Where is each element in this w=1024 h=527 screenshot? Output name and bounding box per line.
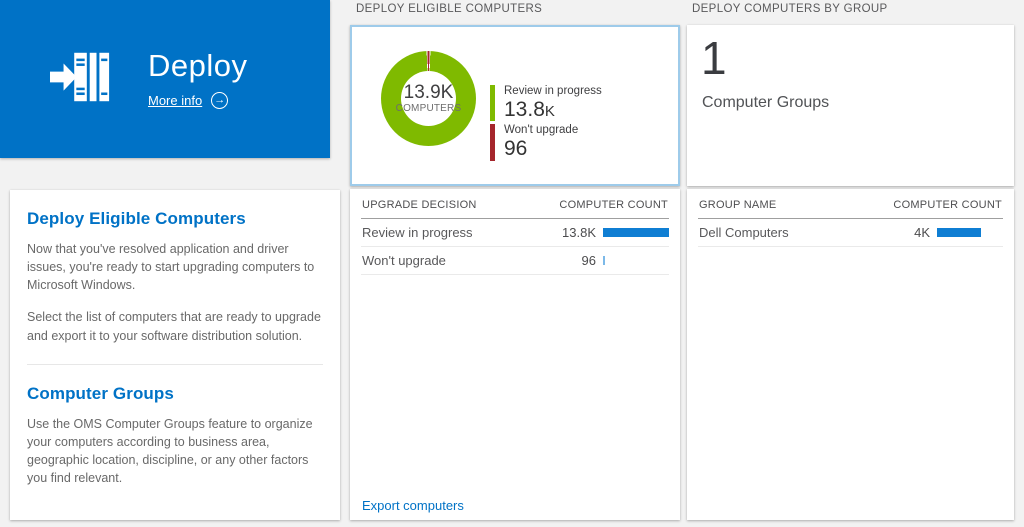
deploy-eligible-computers-section: Deploy Eligible Computers Now that you'v… (27, 209, 323, 365)
column-header-computer-count: COMPUTER COUNT (559, 199, 668, 211)
legend-label: Won't upgrade (504, 124, 579, 137)
column-header-group-name: GROUP NAME (699, 199, 777, 211)
legend-value: 96 (504, 137, 528, 161)
legend-item-wont-upgrade: Won't upgrade 96 (490, 124, 602, 161)
row-bar-cell (930, 228, 1003, 237)
row-bar-cell (596, 228, 669, 237)
table-header-row: UPGRADE DECISION COMPUTER COUNT (361, 189, 669, 219)
left-info-panel: Deploy Eligible Computers Now that you'v… (10, 190, 340, 520)
section-heading-computer-groups: Computer Groups (27, 383, 174, 403)
computer-groups-section: Computer Groups Use the OMS Computer Gro… (27, 384, 323, 507)
row-bar-cell (596, 256, 669, 265)
section-paragraph: Select the list of computers that are re… (27, 310, 321, 343)
computer-groups-count: 1 (701, 32, 727, 84)
column-header-upgrade-decision: UPGRADE DECISION (362, 199, 477, 211)
row-label: Won't upgrade (362, 253, 446, 268)
donut-center: 13.9K COMPUTERS (396, 71, 461, 126)
eligible-computers-card[interactable]: 13.9K COMPUTERS Review in progress 13.8K… (350, 25, 680, 186)
row-label: Review in progress (362, 225, 473, 240)
row-value: 4K (914, 225, 930, 240)
count-bar (603, 256, 605, 265)
upgrade-decision-table-panel: UPGRADE DECISION COMPUTER COUNT Review i… (350, 189, 680, 520)
legend-item-review-in-progress: Review in progress 13.8K (490, 85, 602, 122)
group-table: GROUP NAME COMPUTER COUNT Dell Computers… (698, 189, 1003, 247)
deploy-tile-title: Deploy (148, 47, 248, 83)
column-header-computer-count: COMPUTER COUNT (893, 199, 1002, 211)
count-bar (603, 228, 669, 237)
row-label: Dell Computers (699, 225, 789, 240)
section-heading-deploy-eligible: Deploy Eligible Computers (27, 209, 246, 228)
computer-groups-card[interactable]: 1 Computer Groups (687, 25, 1014, 186)
computers-by-group-header: DEPLOY COMPUTERS BY GROUP (692, 3, 888, 15)
more-info-label: More info (148, 93, 203, 109)
row-value: 96 (581, 253, 596, 268)
export-computers-link[interactable]: Export computers (362, 498, 464, 513)
table-row[interactable]: Won't upgrade 96 (361, 247, 669, 275)
count-bar (937, 228, 981, 237)
section-paragraph: Now that you've resolved application and… (27, 242, 315, 293)
arrow-right-circle-icon[interactable]: → (211, 92, 229, 110)
group-table-panel: GROUP NAME COMPUTER COUNT Dell Computers… (687, 189, 1014, 520)
deploy-icon (50, 51, 112, 108)
table-row[interactable]: Review in progress 13.8K (361, 219, 669, 247)
table-header-row: GROUP NAME COMPUTER COUNT (698, 189, 1003, 219)
donut-center-value: 13.9K (403, 81, 454, 103)
computer-groups-label: Computer Groups (702, 94, 830, 111)
donut-legend: Review in progress 13.8K Won't upgrade 9… (490, 85, 602, 164)
table-row[interactable]: Dell Computers 4K (698, 219, 1003, 247)
eligible-computers-header: DEPLOY ELIGIBLE COMPUTERS (356, 3, 543, 15)
legend-value: 13.8K (504, 97, 555, 121)
eligible-computers-donut-chart: 13.9K COMPUTERS (381, 51, 476, 146)
deploy-tile[interactable]: Deploy More info → (0, 0, 330, 158)
more-info-link[interactable]: More info → (148, 92, 229, 110)
row-value: 13.8K (562, 225, 596, 240)
donut-center-label: COMPUTERS (395, 103, 462, 115)
section-paragraph: Use the OMS Computer Groups feature to o… (27, 416, 313, 485)
upgrade-decision-table: UPGRADE DECISION COMPUTER COUNT Review i… (361, 189, 669, 275)
legend-label: Review in progress (504, 85, 602, 97)
